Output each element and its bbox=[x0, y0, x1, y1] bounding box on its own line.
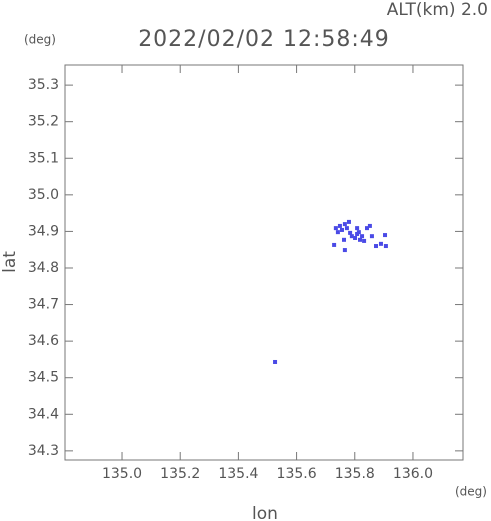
y-tick-label: 34.8 bbox=[28, 260, 59, 276]
echo-point bbox=[344, 226, 349, 231]
y-tick-label: 35.0 bbox=[28, 187, 59, 203]
y-unit: (deg) bbox=[24, 33, 56, 47]
altitude-label: ALT(km) 2.0 bbox=[387, 0, 488, 20]
echo-point bbox=[367, 223, 372, 228]
x-tick-label: 135.8 bbox=[335, 466, 375, 482]
y-axis-label: lat bbox=[0, 251, 20, 273]
y-tick-label: 34.5 bbox=[28, 370, 59, 386]
echo-point bbox=[383, 233, 388, 238]
x-axis-label: lon bbox=[252, 504, 278, 521]
y-tick-label: 34.9 bbox=[28, 223, 59, 239]
echo-point bbox=[348, 230, 353, 235]
x-tick-label: 135.4 bbox=[218, 466, 258, 482]
echo-point bbox=[378, 241, 383, 246]
echo-point bbox=[356, 230, 361, 235]
echo-point bbox=[339, 227, 344, 232]
echo-point bbox=[358, 237, 363, 242]
echo-point bbox=[364, 226, 369, 231]
echo-point bbox=[273, 359, 278, 364]
x-unit: (deg) bbox=[455, 485, 487, 499]
echo-point bbox=[342, 237, 347, 242]
y-tick-label: 34.4 bbox=[28, 406, 59, 422]
echo-point bbox=[346, 219, 351, 224]
y-tick-label: 35.2 bbox=[28, 114, 59, 130]
y-tick-label: 34.6 bbox=[28, 333, 59, 349]
x-tick-label: 135.6 bbox=[277, 466, 317, 482]
echo-point bbox=[333, 226, 338, 231]
echo-point bbox=[369, 234, 374, 239]
echo-point bbox=[374, 244, 379, 249]
y-tick-label: 34.7 bbox=[28, 297, 59, 313]
y-tick-label: 34.3 bbox=[28, 443, 59, 459]
x-tick-label: 136.0 bbox=[393, 466, 433, 482]
echo-point bbox=[335, 230, 340, 235]
y-tick-label: 35.3 bbox=[28, 77, 59, 93]
chart-title: 2022/02/02 12:58:49 bbox=[138, 27, 390, 52]
echo-point bbox=[362, 238, 367, 243]
echo-point bbox=[342, 248, 347, 253]
y-tick-label: 35.1 bbox=[28, 150, 59, 166]
echo-point bbox=[360, 234, 365, 239]
echo-point bbox=[383, 244, 388, 249]
x-tick-label: 135.2 bbox=[160, 466, 200, 482]
echo-point bbox=[353, 235, 358, 240]
echo-point bbox=[342, 222, 347, 227]
echo-point bbox=[349, 234, 354, 239]
plot-frame bbox=[64, 64, 464, 461]
echo-point bbox=[332, 242, 337, 247]
echo-point bbox=[337, 223, 342, 228]
x-tick-label: 135.0 bbox=[102, 466, 142, 482]
echo-point bbox=[355, 226, 360, 231]
